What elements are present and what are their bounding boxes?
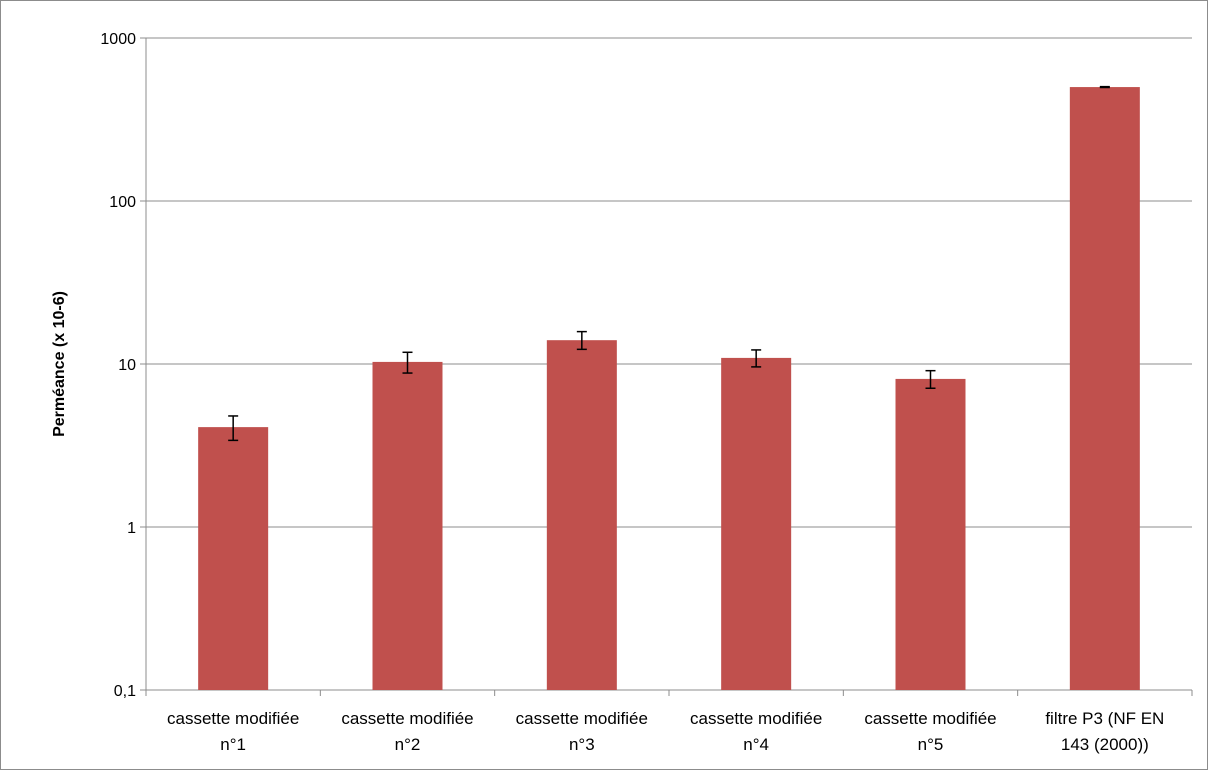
error-bar xyxy=(228,415,239,442)
bar xyxy=(372,361,443,690)
error-bar xyxy=(576,330,587,351)
x-category-label: cassette modifiée xyxy=(690,709,822,728)
error-bar xyxy=(925,369,936,389)
x-category-label: cassette modifiée xyxy=(341,709,473,728)
x-category-label: 143 (2000)) xyxy=(1061,735,1149,754)
y-tick-label: 1000 xyxy=(100,31,136,48)
error-bar xyxy=(751,349,762,368)
bar xyxy=(1069,87,1140,691)
bar xyxy=(198,427,269,690)
x-category-label: n°5 xyxy=(918,735,944,754)
x-category-label: n°3 xyxy=(569,735,595,754)
x-category-label: n°1 xyxy=(220,735,246,754)
bar xyxy=(546,340,617,690)
x-category-label: cassette modifiée xyxy=(864,709,996,728)
x-category-label: cassette modifiée xyxy=(167,709,299,728)
y-axis-title: Perméance (x 10-6) xyxy=(51,291,68,437)
y-tick-label: 100 xyxy=(109,194,136,211)
bar xyxy=(721,357,792,690)
bar xyxy=(895,378,966,690)
x-category-label: n°2 xyxy=(395,735,421,754)
x-category-label: n°4 xyxy=(743,735,769,754)
x-category-label: cassette modifiée xyxy=(516,709,648,728)
y-tick-label: 10 xyxy=(118,357,136,374)
y-tick-label: 1 xyxy=(127,520,136,537)
x-category-label: filtre P3 (NF EN xyxy=(1045,709,1164,728)
y-tick-label: 0,1 xyxy=(114,683,136,700)
error-bar xyxy=(402,351,413,374)
error-bar xyxy=(1099,85,1110,89)
